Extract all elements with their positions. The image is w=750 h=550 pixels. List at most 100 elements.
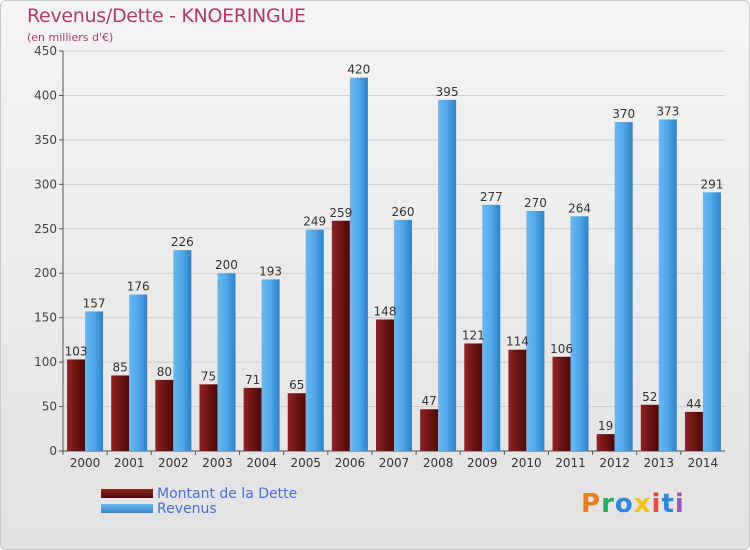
chart-title: Revenus/Dette - KNOERINGUE (27, 5, 306, 27)
data-label-revenue: 264 (568, 201, 591, 215)
legend-swatch-debt (101, 489, 153, 498)
bar-debt (67, 359, 86, 451)
x-tick-label: 2010 (511, 456, 542, 470)
logo-letter: x (633, 489, 652, 519)
data-label-debt: 65 (289, 378, 304, 392)
logo-letter: P (581, 489, 602, 519)
bar-revenue (614, 122, 633, 451)
y-tick-label: 100 (34, 355, 57, 369)
data-label-debt: 106 (550, 342, 573, 356)
bar-debt (552, 356, 571, 451)
bar-revenue (702, 192, 721, 452)
data-label-debt: 121 (462, 328, 485, 342)
data-label-debt: 71 (245, 373, 260, 387)
data-label-revenue: 226 (171, 235, 194, 249)
data-label-revenue: 249 (303, 215, 326, 229)
bar-revenue (173, 250, 192, 451)
bar-debt (640, 404, 659, 451)
bar-debt (508, 349, 527, 451)
x-tick-label: 2000 (70, 456, 101, 470)
x-tick-label: 2006 (335, 456, 366, 470)
data-label-debt: 47 (421, 394, 436, 408)
x-tick-label: 2013 (644, 456, 675, 470)
data-label-debt: 44 (686, 397, 701, 411)
proxiti-logo: Proxiti (581, 489, 685, 519)
y-tick-label: 250 (34, 222, 57, 236)
bar-revenue (129, 294, 148, 451)
data-label-revenue: 260 (392, 205, 415, 219)
bar-debt (331, 220, 350, 451)
logo-letter: o (614, 489, 634, 519)
bar-revenue (482, 204, 501, 451)
data-label-debt: 80 (157, 365, 172, 379)
x-tick-label: 2008 (423, 456, 454, 470)
data-label-revenue: 193 (259, 264, 282, 278)
legend-swatch-revenue (101, 504, 153, 513)
bar-debt (684, 411, 703, 451)
data-label-debt: 75 (201, 369, 216, 383)
bar-revenue (570, 216, 589, 451)
bar-debt (287, 393, 306, 451)
data-label-revenue: 291 (700, 177, 723, 191)
logo-letter: i (651, 489, 662, 519)
logo-letter: r (601, 489, 615, 519)
bar-debt (155, 379, 174, 451)
x-tick-label: 2001 (114, 456, 145, 470)
bar-revenue (85, 311, 104, 451)
data-label-debt: 19 (598, 419, 613, 433)
data-label-debt: 52 (642, 390, 657, 404)
data-label-revenue: 157 (83, 296, 106, 310)
logo-letter: i (674, 489, 685, 519)
x-tick-label: 2011 (555, 456, 586, 470)
logo-letter: t (661, 489, 675, 519)
bar-debt (420, 409, 439, 451)
bar-revenue (305, 229, 324, 451)
data-label-debt: 85 (113, 360, 128, 374)
legend-label-revenue: Revenus (157, 501, 217, 517)
bar-revenue (261, 279, 280, 451)
data-label-debt: 259 (329, 206, 352, 220)
bar-revenue (349, 77, 368, 452)
data-label-revenue: 370 (612, 107, 635, 121)
x-tick-label: 2012 (599, 456, 630, 470)
x-tick-label: 2014 (688, 456, 719, 470)
y-tick-label: 350 (34, 133, 57, 147)
bar-revenue (394, 219, 412, 451)
x-tick-label: 2007 (379, 456, 410, 470)
y-tick-label: 200 (34, 266, 57, 280)
data-label-debt: 103 (65, 344, 88, 358)
data-label-revenue: 176 (127, 280, 150, 294)
y-tick-label: 300 (34, 177, 57, 191)
y-tick-label: 450 (34, 44, 57, 58)
bar-revenue (658, 119, 677, 451)
bar-revenue (217, 273, 236, 451)
data-label-revenue: 270 (524, 196, 547, 210)
data-label-revenue: 373 (656, 104, 679, 118)
data-label-revenue: 200 (215, 258, 238, 272)
y-tick-label: 150 (34, 311, 57, 325)
bar-debt (199, 384, 218, 451)
bar-debt (243, 387, 262, 451)
bar-revenue (526, 211, 545, 451)
x-tick-label: 2002 (158, 456, 189, 470)
x-tick-label: 2009 (467, 456, 498, 470)
chart-subtitle: (en milliers d'€) (27, 31, 114, 44)
y-tick-label: 0 (49, 444, 57, 458)
data-label-debt: 148 (374, 304, 397, 318)
bar-debt (376, 319, 394, 451)
legend-label-debt: Montant de la Dette (157, 486, 298, 502)
data-label-debt: 114 (506, 335, 529, 349)
bar-debt (111, 375, 130, 451)
y-tick-label: 50 (42, 400, 57, 414)
y-tick-label: 400 (34, 88, 57, 102)
data-label-revenue: 420 (347, 63, 370, 77)
bar-debt (464, 343, 483, 451)
x-tick-label: 2004 (246, 456, 277, 470)
bar-revenue (438, 99, 457, 451)
bar-debt (596, 434, 615, 451)
data-label-revenue: 277 (480, 190, 503, 204)
x-tick-label: 2005 (290, 456, 321, 470)
x-tick-label: 2003 (202, 456, 233, 470)
